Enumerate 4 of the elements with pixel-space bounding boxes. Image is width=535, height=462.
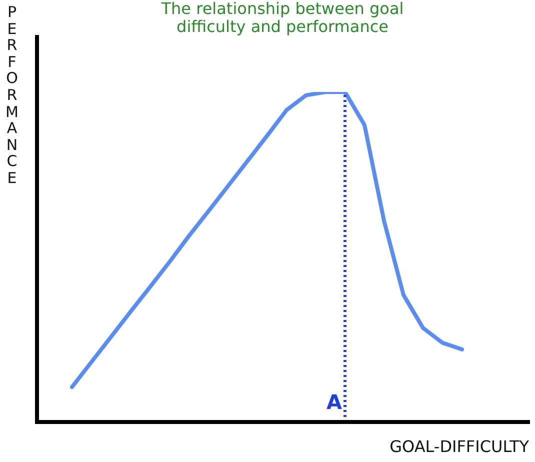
chart-title: The relationship between goal difficulty and performance <box>160 0 405 36</box>
x-axis-title: GOAL-DIFFICULTY <box>390 437 529 456</box>
text: PERFORMANCE <box>6 3 18 187</box>
text: A <box>326 390 342 414</box>
